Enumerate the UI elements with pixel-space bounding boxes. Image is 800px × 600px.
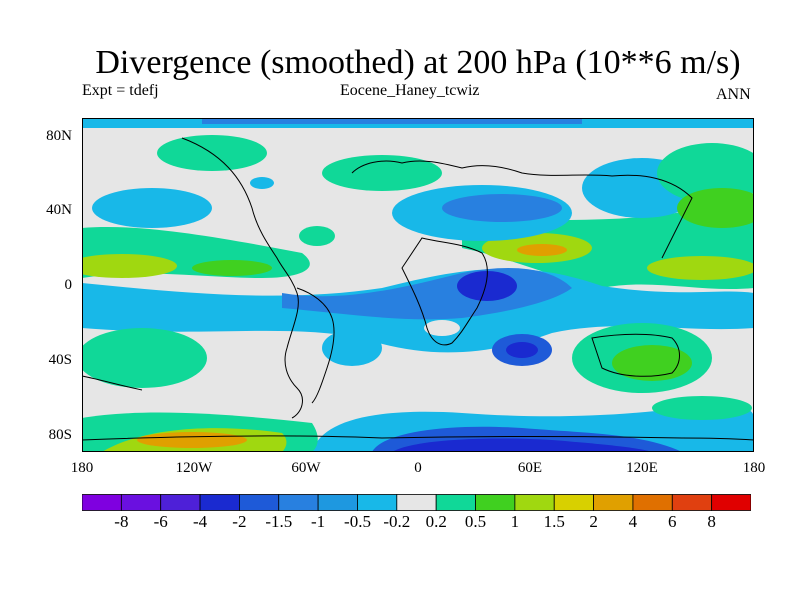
south-america-blue (322, 330, 382, 366)
colorbar-swatch (711, 494, 751, 511)
tropical-core-west (82, 254, 177, 278)
small-blue-1 (250, 177, 274, 189)
lat-label-40s: 40S (48, 352, 72, 368)
colorbar-swatch (514, 494, 555, 511)
colorbar-swatch (553, 494, 594, 511)
colorbar-swatch (239, 494, 280, 511)
south-indian-lime (612, 345, 692, 381)
tropical-core-pacific (647, 256, 754, 280)
colorbar-swatch (632, 494, 673, 511)
colorbar-label: 4 (628, 512, 638, 531)
case-name-label: Eocene_Haney_tcwiz (340, 82, 480, 99)
colorbar-label: 0.2 (425, 512, 447, 531)
lat-label-0: 0 (64, 277, 73, 293)
lat-label-80n: 80N (46, 128, 72, 144)
lon-label-180w: 180 (70, 460, 94, 476)
colorbar-label: 6 (668, 512, 677, 531)
sw-pacific-green (652, 396, 752, 420)
north-atlantic-blue-core (442, 194, 562, 222)
colorbar-label: -2 (232, 512, 247, 531)
colorbar-label: -1 (311, 512, 326, 531)
africa-convergence-core (457, 271, 517, 301)
colorbar-swatch (199, 494, 240, 511)
lat-label-80s: 80S (48, 427, 72, 443)
continent-outlines (82, 137, 754, 441)
na-west-blue (92, 188, 212, 228)
colorbar-label: -4 (193, 512, 208, 531)
south-atlantic-grey (424, 320, 460, 336)
small-green-1 (299, 226, 335, 246)
colorbar-swatch (82, 494, 122, 511)
colorbar-swatch (278, 494, 319, 511)
southern-ocean-orange (137, 432, 247, 448)
colorbar-label: -0.2 (383, 512, 411, 531)
colorbar-label: -1.5 (265, 512, 293, 531)
lon-label-120w: 120W (175, 460, 213, 476)
colorbar-label: -0.5 (344, 512, 371, 531)
colorbar-label: 0.5 (464, 512, 487, 531)
lat-label-40n: 40N (46, 202, 72, 218)
experiment-label: Expt = tdefj (82, 82, 159, 99)
npacific-lime (677, 188, 754, 228)
colorbar-swatch (120, 494, 162, 511)
colorbar-swatch (396, 494, 437, 511)
south-pacific-green (82, 328, 207, 388)
colorbar-swatch (357, 494, 398, 511)
lon-label-60e: 60E (517, 460, 543, 476)
colorbar-swatch (435, 494, 476, 511)
map-frame (82, 118, 754, 452)
colorbar-label: 1.5 (543, 512, 565, 531)
map-title: Divergence (smoothed) at 200 hPa (10**6 … (95, 44, 741, 81)
europe-green (322, 155, 442, 191)
season-label: ANN (716, 86, 751, 103)
tropical-hot-east (517, 244, 567, 256)
southern-ocean-deepest (392, 438, 652, 452)
colorbar-swatch (671, 494, 713, 511)
divergence-map (82, 118, 754, 452)
npacific-green (657, 143, 754, 203)
tropical-core-west-2 (192, 260, 272, 276)
colorbar-label: -8 (114, 512, 129, 531)
colorbar-swatch (160, 494, 201, 511)
lon-label-180e: 180 (742, 460, 766, 476)
lon-label-0: 0 (414, 460, 422, 476)
lon-label-120e: 120E (626, 460, 658, 476)
colorbar-label: 1 (510, 512, 520, 531)
madagascar-convergence-inner (506, 342, 538, 358)
colorbar (82, 494, 751, 511)
colorbar-label: 2 (589, 512, 598, 531)
colorbar-label: 8 (707, 512, 716, 531)
north-polar-core (202, 118, 582, 124)
colorbar-swatch (475, 494, 516, 511)
lon-label-60w: 60W (291, 460, 321, 476)
colorbar-label: -6 (153, 512, 168, 531)
colorbar-swatch (593, 494, 634, 511)
colorbar-swatch (317, 494, 358, 511)
